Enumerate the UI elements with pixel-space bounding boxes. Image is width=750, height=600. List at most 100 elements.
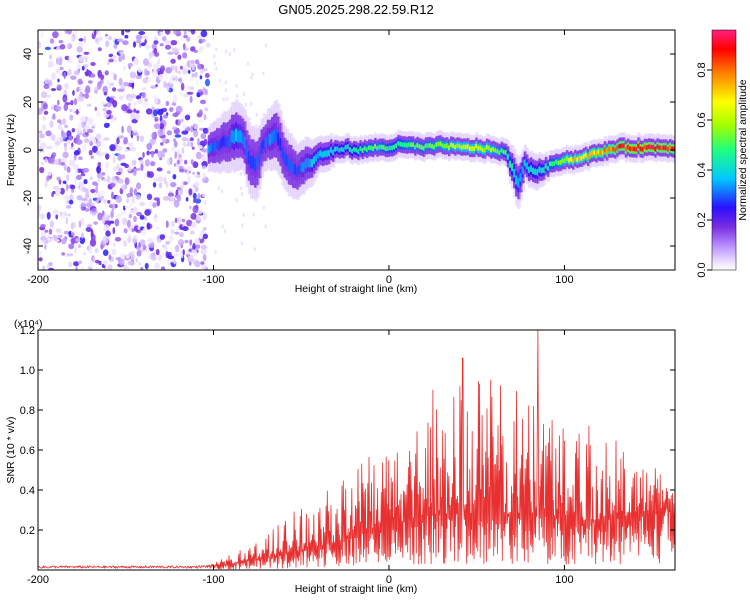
noise-cell	[103, 224, 110, 232]
noise-cell	[152, 182, 157, 188]
noise-cell	[194, 181, 200, 187]
noise-cell	[115, 171, 122, 176]
noise-cell	[171, 107, 174, 111]
noise-cell	[127, 102, 131, 107]
noise-cell	[137, 226, 141, 230]
noise-cell	[121, 217, 128, 226]
noise-cell	[90, 155, 94, 159]
noise-cell	[169, 196, 175, 202]
noise-cell	[95, 37, 100, 45]
noise-cell	[115, 195, 123, 204]
noise-cell	[235, 198, 238, 203]
noise-cell	[203, 199, 207, 205]
colorbar-tick-label: 0.4	[696, 162, 708, 177]
noise-cell	[157, 108, 164, 116]
noise-cell	[173, 199, 180, 208]
noise-cell	[90, 229, 94, 238]
noise-cell	[135, 110, 140, 114]
y-tick-label: 20	[22, 96, 34, 108]
noise-cell	[95, 133, 102, 140]
noise-cell	[172, 94, 178, 103]
x-tick-label: -100	[202, 574, 224, 586]
noise-cell	[175, 225, 180, 232]
noise-cell	[144, 209, 151, 216]
noise-cell	[205, 78, 210, 87]
noise-cell	[51, 152, 57, 158]
noise-cell	[56, 176, 61, 181]
noise-cell	[165, 220, 169, 228]
x-tick-label: 0	[386, 574, 392, 586]
noise-cell	[198, 210, 203, 215]
noise-cell	[67, 59, 73, 64]
noise-cell	[78, 220, 82, 229]
noise-cell	[111, 55, 117, 59]
noise-cell	[108, 58, 114, 63]
noise-cell	[153, 40, 159, 45]
noise-cell	[73, 261, 80, 267]
noise-cell	[251, 72, 254, 77]
noise-cell	[162, 148, 168, 153]
noise-cell	[121, 125, 124, 134]
noise-cell	[146, 76, 152, 83]
noise-cell	[86, 203, 92, 208]
snr-x-label: Height of straight line (km)	[295, 583, 418, 595]
noise-cell	[205, 42, 211, 48]
colorbar: 0.0 0.2 0.4 0.6 0.8 Normalized spectral ampl…	[696, 29, 749, 278]
noise-cell	[70, 75, 77, 80]
noise-cell	[62, 180, 67, 184]
noise-cell	[213, 61, 216, 66]
noise-cell	[157, 128, 164, 137]
noise-cell	[38, 138, 41, 144]
noise-cell	[180, 254, 184, 259]
noise-cell	[118, 258, 125, 266]
noise-cell	[224, 49, 228, 54]
noise-cell	[77, 244, 81, 249]
noise-cell	[52, 209, 59, 216]
noise-cell	[80, 203, 88, 207]
noise-cell	[198, 109, 203, 117]
noise-cell	[131, 118, 138, 124]
noise-cell	[242, 212, 245, 217]
noise-cell	[79, 86, 85, 91]
noise-cell	[132, 238, 138, 244]
noise-cell	[84, 208, 90, 212]
y-tick-label: 0.4	[20, 485, 35, 497]
noise-cell	[109, 182, 116, 188]
noise-cell	[66, 139, 71, 145]
noise-cell	[171, 220, 175, 228]
noise-cell	[132, 168, 137, 177]
noise-cell	[174, 231, 180, 235]
noise-cell	[66, 253, 74, 257]
x-tick-label: 100	[555, 274, 573, 286]
noise-cell	[141, 92, 146, 99]
noise-cell	[111, 248, 117, 256]
noise-cell	[85, 85, 91, 94]
noise-cell	[201, 165, 207, 169]
noise-cell	[166, 158, 171, 166]
noise-cell	[192, 192, 197, 200]
noise-cell	[133, 129, 138, 133]
noise-cell	[66, 173, 70, 182]
noise-cell	[117, 135, 124, 139]
noise-cell	[193, 129, 199, 138]
noise-cell	[47, 61, 54, 68]
noise-cell	[157, 150, 164, 159]
noise-cell	[179, 248, 183, 255]
noise-cell	[166, 260, 172, 266]
noise-cell	[50, 88, 57, 92]
noise-cell	[94, 192, 101, 198]
noise-cell	[165, 100, 170, 107]
noise-cell	[114, 237, 122, 242]
noise-cell	[171, 102, 177, 106]
noise-cell	[182, 226, 189, 232]
noise-cell	[44, 78, 50, 85]
noise-cell	[126, 219, 131, 228]
noise-cell	[155, 248, 160, 256]
noise-cell	[185, 197, 189, 202]
noise-cell	[60, 161, 65, 166]
noise-cell	[93, 221, 98, 225]
noise-cell	[86, 117, 94, 125]
noise-cell	[42, 103, 48, 110]
noise-cell	[235, 84, 238, 89]
noise-cell	[182, 249, 185, 256]
